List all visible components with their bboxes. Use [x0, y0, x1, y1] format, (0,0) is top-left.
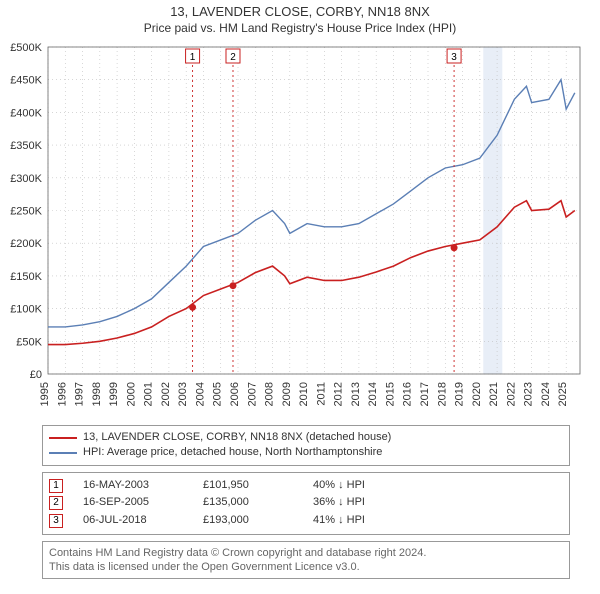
svg-text:1998: 1998: [91, 382, 103, 406]
svg-text:£500K: £500K: [10, 42, 42, 54]
marker-table-row: 2 16-SEP-2005 £135,000 36% ↓ HPI: [49, 494, 563, 512]
svg-text:2: 2: [230, 52, 236, 63]
chart-container: £0 £50K £100K £150K £200K £250K £300K £350K £400…: [0, 39, 600, 419]
svg-text:2008: 2008: [264, 382, 276, 406]
svg-text:2001: 2001: [143, 382, 155, 406]
svg-text:2023: 2023: [523, 382, 535, 406]
svg-text:2011: 2011: [315, 382, 327, 406]
marker-table-row: 1 16-MAY-2003 £101,950 40% ↓ HPI: [49, 477, 563, 495]
svg-text:£450K: £450K: [10, 75, 42, 87]
marker-badge: 1: [49, 479, 63, 493]
svg-text:2002: 2002: [160, 382, 172, 406]
svg-text:2006: 2006: [229, 382, 241, 406]
svg-text:£0: £0: [30, 369, 42, 381]
source-line-2: This data is licensed under the Open Gov…: [49, 560, 563, 574]
svg-text:2017: 2017: [419, 382, 431, 406]
svg-text:£250K: £250K: [10, 206, 42, 218]
legend-swatch: [49, 452, 77, 454]
legend: 13, LAVENDER CLOSE, CORBY, NN18 8NX (det…: [42, 425, 570, 466]
svg-text:2018: 2018: [436, 382, 448, 406]
svg-text:2021: 2021: [488, 382, 500, 406]
svg-text:2013: 2013: [350, 382, 362, 406]
marker-diff: 41% ↓ HPI: [313, 512, 563, 530]
svg-text:1997: 1997: [74, 382, 86, 406]
svg-text:£300K: £300K: [10, 173, 42, 185]
legend-label: 13, LAVENDER CLOSE, CORBY, NN18 8NX (det…: [83, 430, 391, 445]
svg-text:£50K: £50K: [16, 336, 42, 348]
svg-text:2010: 2010: [298, 382, 310, 406]
legend-swatch: [49, 437, 77, 439]
marker-date: 06-JUL-2018: [83, 512, 183, 530]
page-title: 13, LAVENDER CLOSE, CORBY, NN18 8NX: [0, 4, 600, 19]
svg-text:2009: 2009: [281, 382, 293, 406]
svg-text:1996: 1996: [56, 382, 68, 406]
svg-text:2003: 2003: [177, 382, 189, 406]
marker-price: £135,000: [203, 494, 293, 512]
marker-table: 1 16-MAY-2003 £101,950 40% ↓ HPI 2 16-SEP-200…: [42, 472, 570, 535]
svg-text:2020: 2020: [471, 382, 483, 406]
svg-text:£150K: £150K: [10, 271, 42, 283]
svg-text:1995: 1995: [39, 382, 51, 406]
svg-text:2022: 2022: [505, 382, 517, 406]
marker-date: 16-MAY-2003: [83, 477, 183, 495]
svg-text:2012: 2012: [333, 382, 345, 406]
svg-text:3: 3: [451, 52, 457, 63]
svg-text:£100K: £100K: [10, 304, 42, 316]
svg-text:2004: 2004: [194, 382, 206, 406]
svg-text:2024: 2024: [540, 382, 552, 406]
svg-text:2005: 2005: [212, 382, 224, 406]
line-chart: £0 £50K £100K £150K £200K £250K £300K £350K £400…: [0, 39, 600, 419]
marker-badge: 3: [49, 514, 63, 528]
svg-text:2007: 2007: [246, 382, 258, 406]
svg-text:1: 1: [190, 52, 196, 63]
page-subtitle: Price paid vs. HM Land Registry's House …: [0, 21, 600, 35]
svg-text:1999: 1999: [108, 382, 120, 406]
svg-text:2000: 2000: [125, 382, 137, 406]
source-line-1: Contains HM Land Registry data © Crown c…: [49, 546, 563, 560]
marker-price: £193,000: [203, 512, 293, 530]
svg-text:2015: 2015: [384, 382, 396, 406]
marker-diff: 40% ↓ HPI: [313, 477, 563, 495]
svg-text:£400K: £400K: [10, 107, 42, 119]
source-attribution: Contains HM Land Registry data © Crown c…: [42, 541, 570, 580]
legend-row: HPI: Average price, detached house, Nort…: [49, 445, 563, 460]
marker-date: 16-SEP-2005: [83, 494, 183, 512]
marker-price: £101,950: [203, 477, 293, 495]
svg-text:£200K: £200K: [10, 238, 42, 250]
svg-text:2019: 2019: [454, 382, 466, 406]
legend-row: 13, LAVENDER CLOSE, CORBY, NN18 8NX (det…: [49, 430, 563, 445]
svg-text:£350K: £350K: [10, 140, 42, 152]
legend-label: HPI: Average price, detached house, Nort…: [83, 445, 382, 460]
marker-diff: 36% ↓ HPI: [313, 494, 563, 512]
svg-text:2014: 2014: [367, 382, 379, 406]
svg-text:2016: 2016: [402, 382, 414, 406]
svg-text:2025: 2025: [557, 382, 569, 406]
marker-table-row: 3 06-JUL-2018 £193,000 41% ↓ HPI: [49, 512, 563, 530]
marker-badge: 2: [49, 496, 63, 510]
